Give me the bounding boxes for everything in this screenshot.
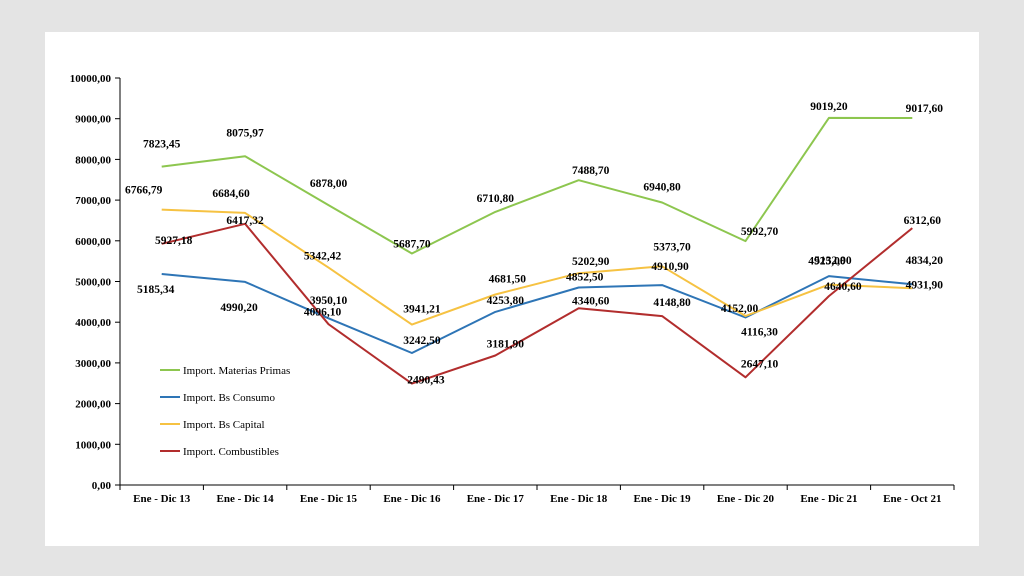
series-line (161, 116, 913, 255)
data-label: 4340,60 (572, 295, 610, 307)
data-label: 5927,18 (155, 235, 193, 247)
data-label: 6878,00 (310, 178, 348, 190)
y-tick-label: 0,00 (92, 480, 112, 492)
data-label: 5185,34 (137, 284, 175, 296)
series-line (161, 208, 913, 326)
chart-card (45, 32, 979, 546)
data-label: 6417,32 (226, 215, 264, 227)
data-label: 4116,30 (741, 326, 778, 338)
y-tick-label: 8000,00 (75, 154, 111, 166)
data-label: 8075,97 (226, 127, 264, 139)
data-label: 5342,42 (304, 251, 342, 263)
data-label: 4640,60 (824, 281, 862, 293)
x-tick-label: Ene - Dic 14 (217, 493, 275, 505)
legend-entry: Import. Materias Primas (183, 365, 290, 377)
chart-series-lines (161, 116, 913, 385)
data-label: 5132,90 (814, 255, 852, 267)
y-tick-label: 1000,00 (75, 439, 111, 451)
y-tick-label: 4000,00 (75, 317, 111, 329)
data-label: 4990,20 (220, 302, 258, 314)
y-tick-label: 7000,00 (75, 195, 111, 207)
x-tick-label: Ene - Dic 18 (550, 493, 608, 505)
x-tick-label: Ene - Dic 20 (717, 493, 775, 505)
chart-legend: Import. Materias Primas Import. Bs Consum… (160, 365, 290, 458)
data-label: 4152,00 (721, 303, 759, 315)
x-tick-label: Ene - Dic 13 (133, 493, 191, 505)
data-label: 3950,10 (310, 295, 348, 307)
x-tick-label: Ene - Oct 21 (883, 493, 941, 505)
y-tick-label: 2000,00 (75, 399, 111, 411)
chart-axes: 0,00 1000,00 2000,00 3000,00 4000,00 5000,00 6… (70, 73, 955, 505)
data-label: 4834,20 (906, 255, 944, 267)
data-label: 2490,43 (407, 375, 445, 387)
y-tick-label: 10000,00 (70, 73, 112, 85)
x-tick-label: Ene - Dic 17 (467, 493, 525, 505)
legend-entry: Import. Bs Consumo (183, 392, 275, 404)
data-label: 9019,20 (810, 101, 848, 113)
data-label: 5373,70 (653, 241, 691, 253)
data-label: 3181,90 (487, 338, 525, 350)
data-label: 7488,70 (572, 165, 610, 177)
data-label: 4910,90 (651, 261, 689, 273)
data-label: 4148,80 (653, 297, 691, 309)
data-label: 5992,70 (741, 226, 779, 238)
data-label: 6684,60 (212, 188, 250, 200)
data-label: 9017,60 (906, 103, 944, 115)
data-label: 6710,80 (477, 193, 515, 205)
data-label: 4852,50 (566, 272, 604, 284)
y-tick-label: 5000,00 (75, 277, 111, 289)
data-label: 7823,45 (143, 139, 181, 151)
x-tick-label: Ene - Dic 16 (383, 493, 441, 505)
x-tick-label: Ene - Dic 15 (300, 493, 358, 505)
x-tick-label: Ene - Dic 19 (634, 493, 692, 505)
chart-data-labels: 7823,45 8075,97 6878,00 5687,70 6710,80 7488,… (125, 101, 943, 387)
data-label: 6312,60 (904, 215, 942, 227)
series-line (161, 222, 913, 385)
y-tick-label: 3000,00 (75, 358, 111, 370)
data-label: 4096,10 (304, 306, 342, 318)
data-label: 4931,90 (906, 279, 944, 291)
x-tick-label: Ene - Dic 21 (800, 493, 857, 505)
data-label: 3242,50 (403, 335, 441, 347)
data-label: 4681,50 (489, 273, 527, 285)
data-label: 5202,90 (572, 256, 610, 268)
legend-entry: Import. Combustibles (183, 446, 279, 458)
y-tick-label: 9000,00 (75, 114, 111, 126)
series-line (161, 273, 913, 354)
data-label: 2647,10 (741, 358, 779, 370)
data-label: 5687,70 (393, 239, 431, 251)
data-label: 6766,79 (125, 185, 163, 197)
data-label: 4253,80 (487, 295, 525, 307)
data-label: 4925,00 (808, 256, 846, 268)
data-label: 6940,80 (643, 182, 681, 194)
y-tick-label: 6000,00 (75, 236, 111, 248)
data-label: 3941,21 (403, 304, 441, 316)
legend-entry: Import. Bs Capital (183, 419, 265, 431)
